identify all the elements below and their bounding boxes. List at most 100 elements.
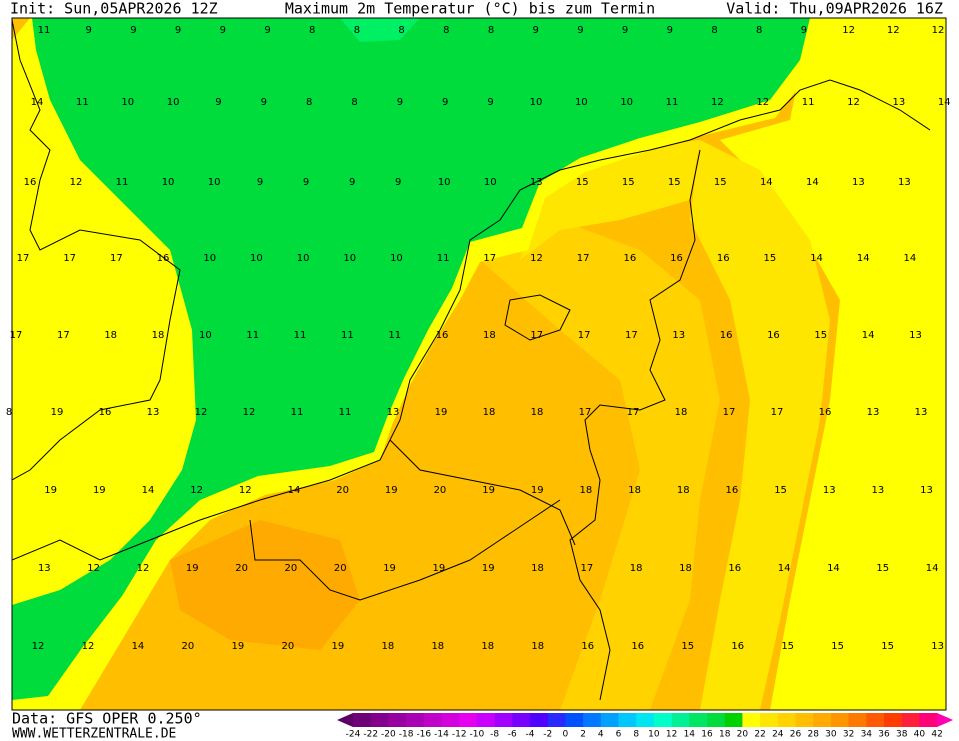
temperature-value: 13 [867, 407, 880, 418]
temperature-value: 20 [336, 485, 349, 496]
legend-label: -12 [452, 730, 467, 740]
temperature-value: 15 [714, 177, 727, 188]
temperature-value: 9 [86, 25, 92, 36]
temperature-value: 13 [909, 330, 922, 341]
temperature-value: 18 [677, 485, 690, 496]
legend-swatch [547, 713, 566, 727]
temperature-value: 8 [309, 25, 315, 36]
legend-swatch [707, 713, 726, 727]
valid-time: Valid: Thu,09APR2026 16Z [726, 0, 943, 18]
temperature-value: 18 [630, 563, 643, 574]
legend-label: -16 [416, 730, 431, 740]
temperature-value: 20 [334, 563, 347, 574]
temperature-value: 14 [132, 641, 145, 652]
temperature-value: 18 [431, 641, 444, 652]
temperature-value: 10 [438, 177, 451, 188]
legend-swatch [777, 713, 796, 727]
temperature-value: 8 [351, 97, 357, 108]
temperature-value: 17 [580, 563, 593, 574]
temperature-value: 19 [531, 485, 544, 496]
legend-swatch [724, 713, 743, 727]
legend-label: 36 [878, 730, 890, 740]
legend-swatch [830, 713, 850, 727]
legend-swatch [760, 713, 779, 727]
temperature-value: 10 [390, 253, 403, 264]
legend-swatch [653, 713, 673, 727]
legend-label: -2 [543, 730, 552, 740]
temperature-value: 18 [580, 485, 593, 496]
temperature-value: 20 [182, 641, 195, 652]
temperature-value: 9 [397, 97, 403, 108]
temperature-value: 13 [147, 407, 160, 418]
legend-swatch [600, 713, 619, 727]
temperature-value: 11 [116, 177, 129, 188]
temperature-value: 17 [110, 253, 123, 264]
legend-label: 26 [790, 730, 802, 740]
temperature-value: 10 [343, 253, 356, 264]
temperature-value: 9 [130, 25, 136, 36]
temperature-value: 11 [341, 330, 354, 341]
temperature-value: 16 [767, 330, 780, 341]
temperature-value: 10 [575, 97, 588, 108]
temperature-value: 12 [932, 25, 945, 36]
temperature-value: 9 [175, 25, 181, 36]
legend-swatch [512, 713, 531, 727]
temperature-value: 18 [104, 330, 117, 341]
temperature-value: 18 [483, 407, 496, 418]
temperature-value: 18 [381, 641, 394, 652]
temperature-value: 14 [862, 330, 875, 341]
temperature-value: 12 [32, 641, 45, 652]
temperature-value: 14 [760, 177, 773, 188]
legend-swatch [441, 713, 460, 727]
temperature-value: 17 [10, 330, 23, 341]
temperature-value: 20 [285, 563, 298, 574]
temperature-value: 14 [806, 177, 819, 188]
legend-swatch [565, 713, 584, 727]
legend-swatch [901, 713, 920, 727]
temperature-value: 16 [717, 253, 730, 264]
legend-label: 18 [719, 730, 731, 740]
temperature-value: 10 [484, 177, 497, 188]
temperature-value: 18 [628, 485, 641, 496]
temperature-value: 14 [778, 563, 791, 574]
temperature-value: 13 [915, 407, 928, 418]
legend-label: -18 [399, 730, 414, 740]
temperature-value: 14 [142, 485, 155, 496]
temperature-value: 16 [581, 641, 594, 652]
legend-swatch [494, 713, 513, 727]
init-time: Init: Sun,05APR2026 12Z [10, 0, 218, 18]
temperature-value: 12 [530, 253, 543, 264]
legend-swatch [423, 713, 442, 727]
temperature-value: 10 [199, 330, 212, 341]
legend-swatch [530, 713, 549, 727]
legend-swatch [884, 713, 903, 727]
temperature-value: 13 [931, 641, 944, 652]
temperature-value: 14 [938, 97, 951, 108]
temperature-value: 8 [398, 25, 404, 36]
legend-swatch [689, 713, 708, 727]
temperature-value: 9 [577, 25, 583, 36]
temperature-value: 15 [576, 177, 589, 188]
temperature-value: 9 [349, 177, 355, 188]
legend-swatch [866, 713, 885, 727]
temperature-value: 15 [764, 253, 777, 264]
temperature-value: 16 [726, 485, 739, 496]
temperature-value: 8 [443, 25, 449, 36]
temperature-value: 17 [17, 253, 30, 264]
temperature-value: 18 [679, 563, 692, 574]
temperature-value: 11 [802, 97, 815, 108]
temperature-value: 9 [257, 177, 263, 188]
temperature-value: 10 [297, 253, 310, 264]
temperature-value: 12 [70, 177, 83, 188]
temperature-value: 12 [195, 407, 208, 418]
legend-label: -10 [470, 730, 485, 740]
temperature-value: 17 [577, 253, 590, 264]
temperature-value: 17 [627, 407, 640, 418]
temperature-value: 16 [157, 253, 170, 264]
temperature-value: 11 [388, 330, 401, 341]
temperature-value: 14 [31, 97, 44, 108]
temperature-value: 9 [533, 25, 539, 36]
legend-arrow [337, 713, 353, 727]
legend-swatch [671, 713, 690, 727]
